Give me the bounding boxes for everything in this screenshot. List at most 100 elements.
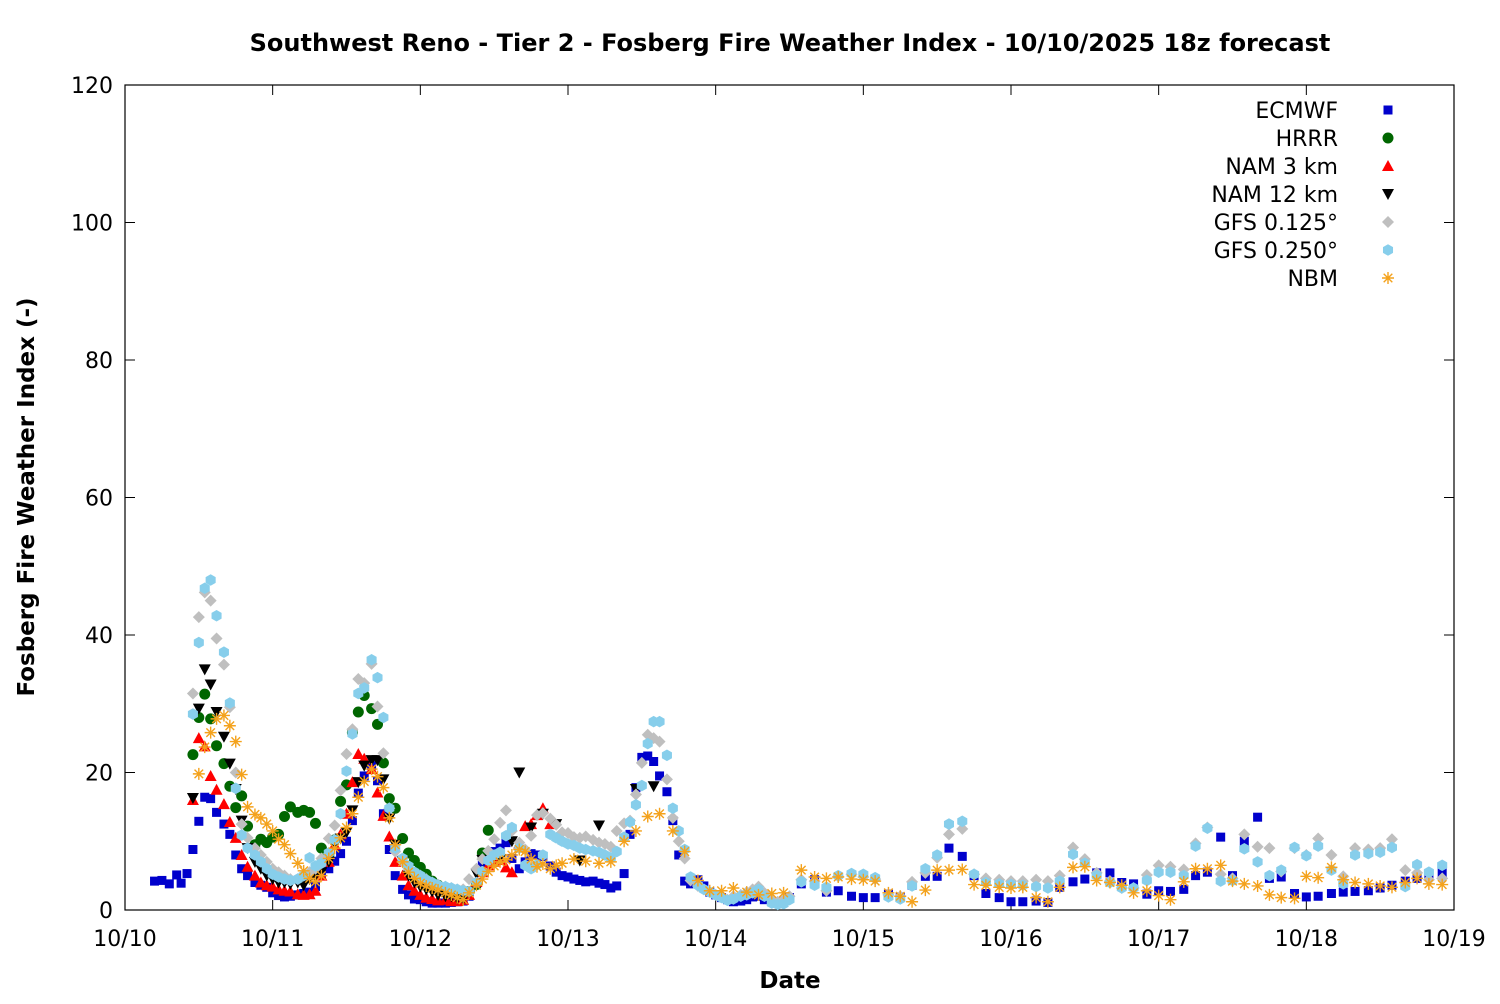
point-nbm [402,866,415,879]
point-gfs-0-125 [340,747,353,760]
point-nbm [869,875,882,888]
point-nbm [882,886,895,899]
point-nam-3-km [241,860,254,872]
point-nbm [579,855,592,868]
point-nbm [832,871,845,883]
point-nbm [666,824,679,837]
point-nbm [334,831,347,844]
point-nbm [1226,875,1239,888]
point-ecmwf [250,878,260,887]
point-nbm [857,873,870,886]
point-ecmwf [182,869,192,879]
series-gfs-0-250 [187,574,1448,911]
point-gfs-0-250 [347,728,358,740]
point-nbm [1238,877,1251,890]
point-nbm [463,886,476,899]
point-nbm [303,872,316,885]
point-nam-3-km [371,786,384,798]
point-gfs-0-125 [204,594,217,607]
legend-label: NAM 12 km [1211,183,1338,208]
plot-area [124,84,1455,911]
point-ecmwf [932,871,942,881]
point-gfs-0-250 [661,749,672,762]
point-nam-12-km [358,760,371,772]
point-nbm [1152,889,1165,902]
point-ecmwf [944,843,954,853]
point-nbm [593,857,606,870]
point-nbm [389,838,402,851]
point-ecmwf [1313,891,1323,901]
point-nbm [544,862,557,875]
point-nbm [457,893,470,906]
point-nbm [272,833,285,846]
point-nbm [482,865,495,878]
point-gfs-0-125 [635,756,648,769]
point-gfs-0-250 [1289,841,1300,854]
point-gfs-0-250 [329,834,340,846]
x-tick-label: 10/17 [1127,927,1190,952]
point-gfs-0-250 [1239,843,1250,855]
point-nbm [1164,893,1177,906]
point-nbm [328,842,341,855]
point-gfs-0-250 [224,697,235,709]
point-ecmwf [1006,897,1016,907]
point-nam-3-km [383,830,396,842]
point-ecmwf [150,876,160,886]
point-gfs-0-250 [630,799,641,811]
point-nbm [894,890,907,903]
point-gfs-0-250 [236,829,247,841]
point-nam-3-km [192,732,205,744]
point-ecmwf [200,792,210,802]
point-nbm [1349,876,1362,889]
point-gfs-0-250 [1423,866,1434,878]
point-nam-12-km [217,731,230,743]
point-ecmwf [1165,886,1175,896]
point-ecmwf [501,838,511,848]
point-ecmwf [581,877,591,887]
point-gfs-0-250 [796,876,807,888]
point-gfs-0-250 [537,849,548,861]
point-nam-3-km [346,776,359,788]
point-nbm [297,864,310,877]
point-ecmwf [600,880,610,890]
point-gfs-0-250 [372,671,383,684]
point-gfs-0-250 [1252,856,1263,868]
point-nbm [513,843,526,856]
point-nbm [1312,871,1325,884]
point-gfs-0-250 [1276,864,1287,876]
point-ecmwf [1179,884,1189,894]
point-nam-12-km [525,822,538,834]
point-gfs-0-250 [1031,880,1042,893]
point-nbm [1362,877,1375,890]
point-nbm [845,873,858,886]
x-tick-label: 10/13 [536,927,599,952]
point-gfs-0-250 [1215,875,1226,887]
series-hrrr [187,688,494,900]
point-nbm [1030,891,1043,904]
point-gfs-0-125 [666,811,679,824]
point-ecmwf [1018,897,1028,907]
point-gfs-0-250 [625,816,636,828]
point-nbm [445,888,458,901]
point-nbm [820,872,833,885]
point-gfs-0-250 [1412,858,1423,871]
point-nam-12-km [593,820,606,832]
point-nbm [476,873,489,886]
point-gfs-0-250 [366,653,377,666]
point-gfs-0-250 [1165,866,1176,878]
point-hrrr [309,817,321,829]
point-hrrr [211,740,223,752]
point-ecmwf [551,867,561,877]
point-ecmwf [514,864,524,874]
point-gfs-0-125 [371,700,384,713]
point-gfs-0-250 [654,715,665,728]
point-nbm [968,878,981,891]
point-gfs-0-125 [328,819,341,832]
point-ecmwf [557,871,567,881]
x-tick-label: 10/16 [979,927,1042,952]
point-nbm [629,824,642,837]
point-ecmwf [237,864,247,874]
legend-marker [1382,244,1394,256]
